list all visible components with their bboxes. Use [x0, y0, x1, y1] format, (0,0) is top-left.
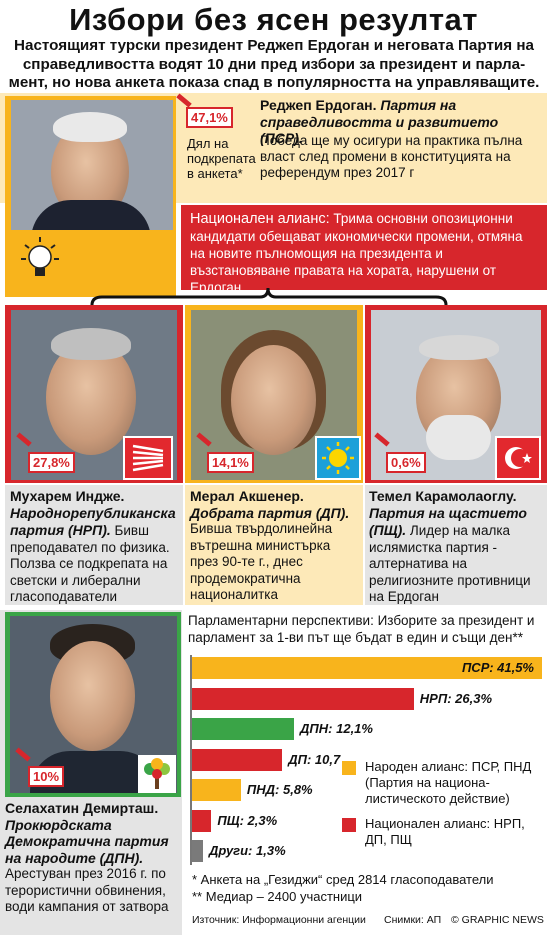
- candidate-1-desc: Бивш преподавател по физика. Ползва се п…: [10, 523, 170, 604]
- legend-swatch-orange: [342, 761, 356, 775]
- erdogan-share-caption: Дял на подкрепата в анкета*: [187, 136, 256, 181]
- candidate-1-text: Мухарем Индже. Народнорепубликанска парт…: [10, 488, 180, 606]
- credit-photos: Снимки: АП: [384, 914, 442, 926]
- bar-value-label: Други: 1,3%: [208, 843, 286, 858]
- candidate-1-party: Народнорепубликанска партия (НРП).: [10, 504, 176, 539]
- alliance-desc: Трима основни опозиционни кандидати обещ…: [190, 211, 523, 295]
- alliance-bracket: [90, 287, 448, 306]
- bar-Други: [192, 840, 203, 862]
- bar-value-label: ПСР: 41,5%: [461, 660, 534, 675]
- bar-ДПН: [192, 718, 295, 740]
- legend-label-people-alliance: Народен алианс: ПСР, ПНД (Партия на наци…: [365, 759, 532, 806]
- felicity-party-crescent-icon: [495, 436, 541, 480]
- bar-НРП: [192, 687, 414, 710]
- credit-source: Източник: Информационни агенции: [192, 914, 366, 926]
- alliance-text: Национален алианс: Трима основни опозици…: [190, 210, 540, 296]
- iyi-party-sun-icon: [315, 436, 361, 480]
- page-title: Избори без ясен резултат: [69, 2, 478, 37]
- candidate-1-text-bg: [5, 485, 183, 605]
- candidate-3-desc: Лидер на малка ислямистка партия - алтер…: [369, 523, 531, 604]
- erdogan-photo: [11, 100, 173, 230]
- candidate-3-name: Темел Карамолаоглу.: [369, 488, 517, 504]
- candidate-3-party: Партия на щастието (ПЩ).: [369, 504, 527, 539]
- demirtas-name: Селахатин Демирташ.: [5, 800, 159, 816]
- akp-lightbulb-icon: [20, 235, 60, 290]
- credit-agency: © GRAPHIC NEWS: [451, 914, 544, 926]
- erdogan-party: Партия на справедливостта и развитието (…: [260, 97, 499, 146]
- candidate-2-text-bg: [185, 485, 363, 605]
- footnote-2: ** Медиар – 2400 участници: [192, 889, 363, 904]
- bar-ПСР: [192, 657, 542, 679]
- bar-value-label: ДП: 10,7: [288, 751, 341, 767]
- page-subtitle: Настоящият турски президент Реджеп Ердог…: [8, 37, 540, 91]
- candidate-2-desc: Бивша твърдолинейна вътрешна министърка …: [190, 521, 333, 602]
- bar-value-label: ПЩ: 2,3%: [217, 812, 278, 828]
- erdogan-pct-badge: 47,1%: [186, 107, 233, 128]
- hdp-tree-logo-icon: [138, 755, 176, 793]
- demirtas-pct-badge: 10%: [28, 766, 65, 787]
- bar-ПНД: [192, 779, 241, 801]
- bar-value-label: НРП: 26,3%: [419, 690, 493, 706]
- bar-ПЩ: [192, 809, 212, 832]
- chart-heading: Парламентарни перспективи: Изборите за п…: [188, 613, 535, 645]
- candidate-2-name: Мерал Акшенер.: [190, 488, 304, 504]
- demirtas-party: Прокюрдската Демократична партия на наро…: [5, 816, 169, 866]
- bar-ДП: [192, 748, 283, 771]
- candidate-1-name: Мухарем Индже.: [10, 488, 125, 504]
- candidate-3-pct-badge: 0,6%: [386, 452, 426, 473]
- candidate-3-text: Темел Карамолаоглу. Партия на щастието (…: [369, 488, 545, 606]
- chp-logo-icon: [123, 436, 173, 480]
- demirtas-text: Селахатин Демирташ. Прокюрдската Демокра…: [5, 800, 181, 916]
- demirtas-desc: Арестуван през 2016 г. по терористични о…: [5, 866, 169, 914]
- footnote-1: * Анкета на „Гезиджи“ сред 2814 гласопод…: [192, 872, 494, 887]
- candidate-2-party: Добрата партия (ДП).: [190, 504, 350, 521]
- candidate-2-pct-badge: 14,1%: [207, 452, 254, 473]
- chart-area: ПСР: 41,5% НРП: 26,3% ДПН: 12,1% ДП: 10,7 ПН…: [190, 655, 542, 870]
- candidate-2-text: Мерал Акшенер. Добрата партия (ДП). Бивш…: [190, 488, 360, 604]
- erdogan-name: Реджеп Ердоган.: [260, 97, 377, 113]
- bar-value-label: ДПН: 12,1%: [300, 721, 373, 736]
- legend-swatch-red: [342, 818, 356, 832]
- alliance-box: [181, 205, 547, 290]
- legend-label-national-alliance: Национален алианс: НРП, ДП, ПЩ: [365, 816, 525, 847]
- candidate-3-text-bg: [365, 485, 547, 605]
- bar-value-label: ПНД: 5,8%: [246, 782, 313, 797]
- chart-axis-line: [190, 655, 192, 865]
- candidate-1-pct-badge: 27,8%: [28, 452, 75, 473]
- erdogan-desc: Победа ще му осигури на практика пълна в…: [260, 133, 523, 180]
- alliance-label: Национален алианс:: [190, 211, 330, 227]
- erdogan-name-block: Реджеп Ердоган. Партия на справедливостт…: [260, 97, 540, 147]
